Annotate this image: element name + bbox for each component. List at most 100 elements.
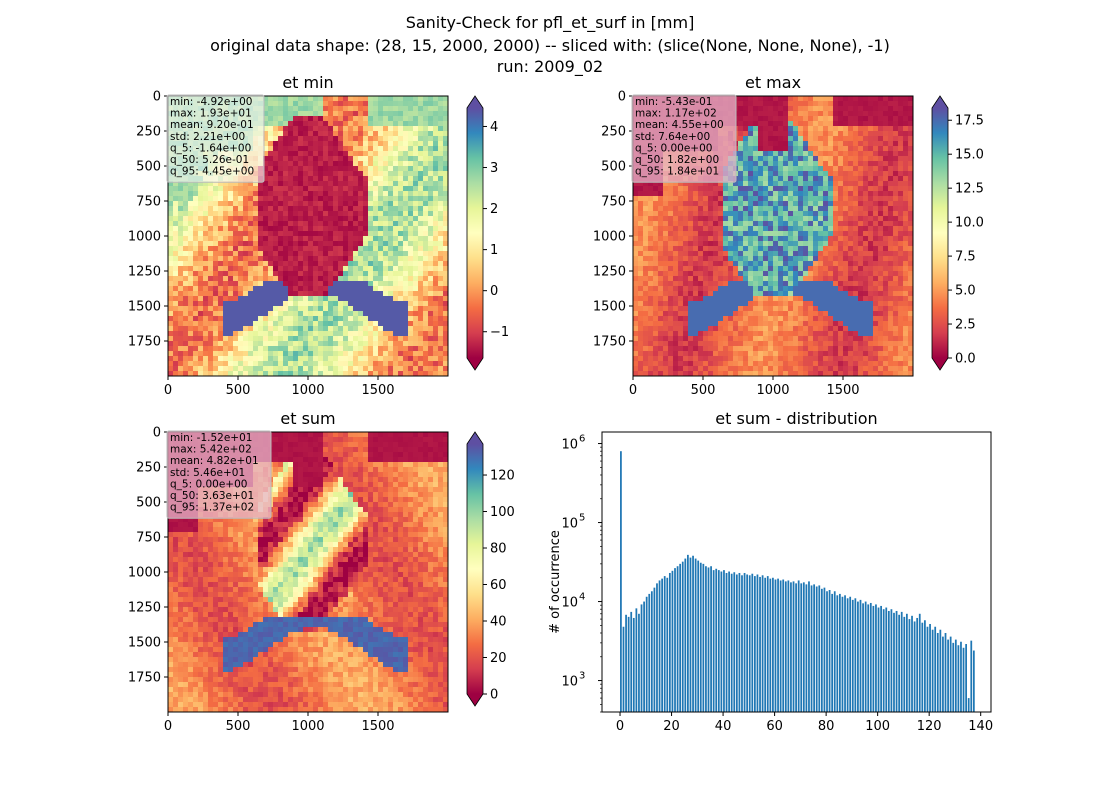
histogram-bar xyxy=(893,612,895,712)
et-min-colorbar xyxy=(467,108,483,358)
histogram-bar xyxy=(839,593,841,712)
histogram-bar xyxy=(942,636,944,712)
et-sum-colorbar xyxy=(467,444,483,694)
histogram-bars xyxy=(620,451,975,712)
histogram-bar xyxy=(661,578,664,712)
histogram-bar xyxy=(831,593,834,712)
et-max-ytick-label: 1500 xyxy=(593,300,626,315)
figure-title-line-1: Sanity-Check for pfl_et_surf in [mm] xyxy=(405,13,695,32)
histogram-bar xyxy=(733,572,736,712)
histogram-bar xyxy=(658,580,661,712)
histogram-bar xyxy=(970,640,973,712)
et-sum-ytick-label: 500 xyxy=(136,496,161,511)
et-max-title: et max xyxy=(745,73,801,92)
et-min-colorbar-extend-min xyxy=(467,358,483,370)
histogram-bar xyxy=(900,611,903,712)
histogram-bar xyxy=(898,614,901,712)
et-min-ytick-label: 1750 xyxy=(128,335,161,350)
histogram-bar xyxy=(957,645,960,712)
et-min-stat-line: min: -4.92e+00 xyxy=(170,96,252,108)
ytick-base: 10 xyxy=(561,517,578,532)
histogram-bar xyxy=(720,571,723,712)
histogram-bar xyxy=(730,573,733,712)
histogram-bar xyxy=(805,584,808,712)
histogram-bar xyxy=(728,571,730,712)
et-max-colorbar-tick-label: 10.0 xyxy=(955,216,984,231)
et-max-ytick-label: 1250 xyxy=(593,265,626,280)
histogram-ytick-exponent: 5 xyxy=(579,513,585,524)
et-sum-colorbar-tick-label: 80 xyxy=(490,542,507,557)
histogram-bar xyxy=(849,596,852,712)
histogram-bar xyxy=(872,605,875,712)
et-min-stat-line: q_5: -1.64e+00 xyxy=(170,142,251,154)
et-sum-ytick-label: 750 xyxy=(136,531,161,546)
histogram-bar xyxy=(965,644,967,712)
histogram-bar xyxy=(947,639,949,712)
et-max-colorbar xyxy=(932,108,948,358)
histogram-bar xyxy=(717,570,720,712)
histogram-xtick-label: 60 xyxy=(766,719,783,734)
histogram-bar xyxy=(815,586,818,712)
histogram-bar xyxy=(748,575,751,712)
histogram-bar xyxy=(795,583,797,712)
histogram-xtick-label: 140 xyxy=(968,719,993,734)
et-min-colorbar-extend-max xyxy=(467,96,483,108)
histogram-xtick-label: 0 xyxy=(616,719,624,734)
et-sum-colorbar-tick-label: 100 xyxy=(490,505,515,520)
histogram-bar xyxy=(666,577,669,712)
histogram-bar xyxy=(813,584,816,712)
histogram-bar xyxy=(828,590,831,712)
histogram-bar xyxy=(869,602,872,712)
et-max-stat-line: std: 7.64e+00 xyxy=(635,131,710,143)
et-max-colorbar-tick-label: 2.5 xyxy=(955,318,976,333)
histogram-bar xyxy=(944,632,947,712)
histogram-bar xyxy=(954,639,957,712)
histogram-xtick-label: 100 xyxy=(865,719,890,734)
et-sum-ytick-label: 1500 xyxy=(128,636,161,651)
et-sum-stat-line: std: 5.46e+01 xyxy=(170,467,245,479)
histogram-bar xyxy=(668,572,671,712)
histogram-bar xyxy=(820,588,823,712)
et-min-xtick-label: 0 xyxy=(164,383,172,398)
et-min-xtick-label: 1000 xyxy=(291,383,324,398)
histogram-bar xyxy=(627,616,630,712)
et-max-stat-line: min: -5.43e-01 xyxy=(635,96,712,108)
et-max-ytick-label: 0 xyxy=(618,90,626,105)
histogram-bar xyxy=(949,636,952,712)
et-max-heatmap xyxy=(633,96,914,377)
histogram-bar xyxy=(846,598,849,712)
et-min-stats-box xyxy=(166,94,265,183)
et-min-ytick-label: 250 xyxy=(136,125,161,140)
histogram-bar xyxy=(908,619,911,712)
histogram-bar xyxy=(753,576,756,712)
histogram-bar xyxy=(787,580,790,712)
histogram-bar xyxy=(895,610,898,712)
histogram-bar xyxy=(867,604,870,712)
histogram-xtick-label: 80 xyxy=(818,719,835,734)
histogram-bar xyxy=(689,557,692,712)
histogram-bar xyxy=(710,566,712,712)
histogram-bar xyxy=(877,607,880,712)
et-sum-stat-line: q_50: 3.63e+01 xyxy=(170,490,254,502)
histogram-ytick-label: 10 xyxy=(561,438,578,453)
histogram-bar xyxy=(645,596,648,712)
et-max-stat-line: mean: 4.55e+00 xyxy=(635,119,724,131)
histogram-bar xyxy=(818,585,821,712)
et-min-ytick-label: 1500 xyxy=(128,300,161,315)
histogram-bar xyxy=(674,568,676,712)
histogram-bar xyxy=(741,575,743,712)
histogram-bar xyxy=(836,595,839,712)
et-sum-xtick-label: 1500 xyxy=(361,719,394,734)
histogram-bar xyxy=(625,614,627,712)
histogram-bar xyxy=(952,642,955,712)
histogram-bar xyxy=(676,566,679,712)
histogram-bar xyxy=(857,601,859,712)
histogram-bar xyxy=(833,591,836,712)
histogram-bar xyxy=(962,647,965,712)
histogram-bar xyxy=(632,617,635,712)
histogram-bar xyxy=(692,555,694,712)
et-max-xtick-label: 0 xyxy=(629,383,637,398)
et-max-ytick-label: 750 xyxy=(601,195,626,210)
et-sum-xtick-label: 1000 xyxy=(291,719,324,734)
histogram-bar xyxy=(934,626,937,712)
